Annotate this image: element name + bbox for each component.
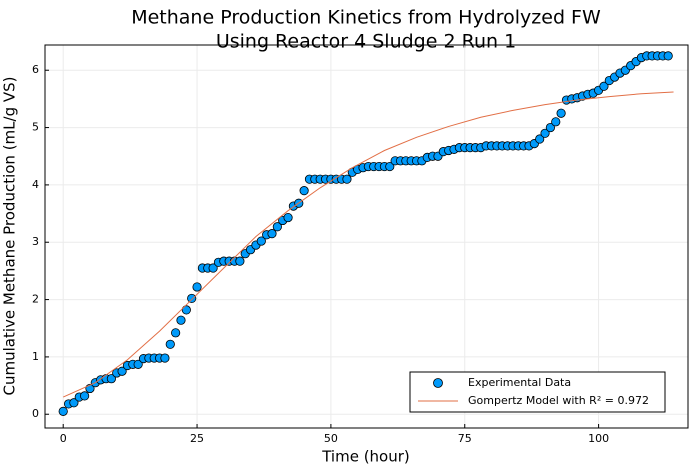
data-point <box>540 128 550 138</box>
legend-label: Experimental Data <box>468 376 571 389</box>
data-point <box>58 406 68 416</box>
data-point <box>208 263 218 273</box>
data-point <box>80 391 90 401</box>
x-tick-label: 25 <box>190 432 204 445</box>
y-tick-label: 6 <box>32 63 39 76</box>
data-point <box>187 293 197 304</box>
legend-marker <box>433 378 443 388</box>
data-point <box>160 353 170 363</box>
chart-title: Using Reactor 4 Sludge 2 Run 1 <box>216 31 516 53</box>
data-point <box>106 374 116 384</box>
data-point <box>272 222 282 232</box>
x-tick-label: 50 <box>324 432 338 445</box>
data-point <box>165 339 175 349</box>
data-point <box>342 174 352 184</box>
data-point <box>181 305 191 315</box>
data-point <box>171 328 181 338</box>
data-point <box>599 81 609 91</box>
data-point <box>663 51 673 61</box>
data-point <box>385 161 395 172</box>
y-tick-label: 3 <box>32 235 39 248</box>
data-point <box>267 229 277 239</box>
y-tick-label: 2 <box>32 293 39 306</box>
data-point <box>535 134 545 144</box>
data-point <box>117 366 127 376</box>
data-point <box>192 282 202 292</box>
data-point <box>283 212 293 223</box>
y-tick-label: 4 <box>32 178 39 191</box>
x-axis-label: Time (hour) <box>321 448 410 466</box>
y-axis-label: Cumulative Methane Production (mL/g VS) <box>1 76 19 395</box>
data-point <box>556 108 566 118</box>
data-point <box>256 236 266 246</box>
data-point <box>176 315 186 325</box>
legend-box <box>409 371 666 413</box>
data-point <box>551 117 561 127</box>
x-tick-label: 0 <box>60 432 67 445</box>
y-tick-label: 0 <box>32 407 39 420</box>
y-tick-label: 5 <box>32 121 39 134</box>
plot-frame <box>44 44 689 429</box>
data-point <box>299 186 309 196</box>
data-point <box>133 359 143 369</box>
x-tick-label: 100 <box>588 432 609 445</box>
legend-label: Gompertz Model with R² = 0.972 <box>468 394 649 407</box>
y-tick-label: 1 <box>32 350 39 363</box>
data-point <box>545 122 556 133</box>
model-line <box>62 91 674 398</box>
data-point <box>235 256 245 266</box>
chart-title: Methane Production Kinetics from Hydroly… <box>131 7 601 29</box>
data-point <box>69 398 79 408</box>
x-tick-label: 75 <box>458 432 472 445</box>
